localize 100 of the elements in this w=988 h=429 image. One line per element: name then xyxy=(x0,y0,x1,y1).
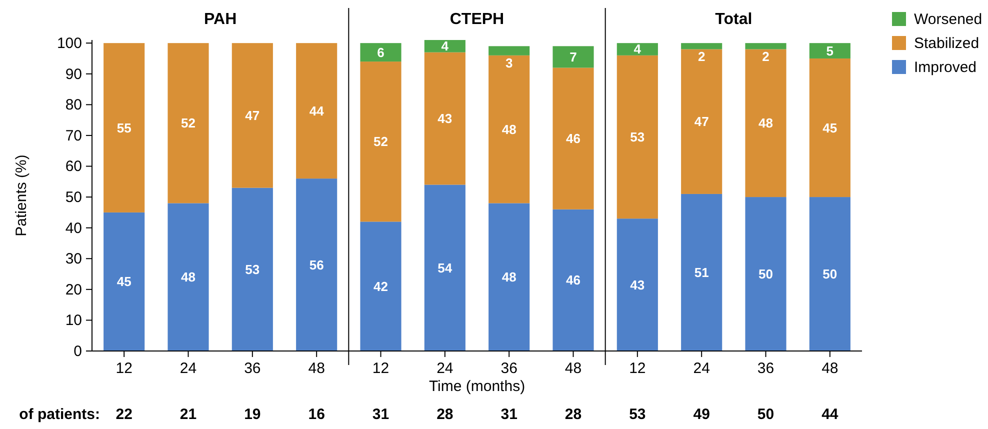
data-label: 47 xyxy=(245,108,260,123)
bar xyxy=(552,68,594,210)
x-tick-label: 48 xyxy=(308,360,325,377)
data-label: 45 xyxy=(116,274,132,290)
bar xyxy=(360,62,402,222)
y-tick-label: 40 xyxy=(65,220,82,237)
bar xyxy=(232,43,273,188)
text: 22 xyxy=(116,406,132,423)
bar xyxy=(424,52,466,185)
data-label: 48 xyxy=(502,270,516,285)
data-label: 51 xyxy=(694,264,709,280)
data-label: 5 xyxy=(826,43,834,58)
data-label: 4 xyxy=(441,38,450,54)
data-label: 46 xyxy=(566,272,580,288)
y-tick-label: 0 xyxy=(74,343,82,360)
bar xyxy=(616,43,658,56)
x-tick-label: 48 xyxy=(822,360,838,377)
data-label: 55 xyxy=(116,120,132,136)
text: 28 xyxy=(436,406,454,423)
data-label: 52 xyxy=(374,134,388,150)
data-label: 7 xyxy=(570,49,577,64)
data-label: 48 xyxy=(181,270,196,285)
data-label: 6 xyxy=(377,44,384,60)
data-label: 44 xyxy=(309,103,325,118)
bar xyxy=(745,197,786,351)
bar xyxy=(488,55,530,204)
bar xyxy=(616,55,658,219)
y-tick-label: 50 xyxy=(65,189,82,206)
data-label: 54 xyxy=(438,260,453,276)
data-label: 56 xyxy=(309,257,324,272)
bar xyxy=(424,40,466,52)
bar xyxy=(424,184,466,351)
bar xyxy=(168,43,209,204)
bar xyxy=(552,46,594,68)
y-tick-label: 70 xyxy=(65,127,82,144)
y-tick-label: 100 xyxy=(56,35,82,52)
data-label: 52 xyxy=(181,116,196,131)
data-label: 42 xyxy=(374,278,388,294)
bar xyxy=(104,212,145,351)
data-label: 50 xyxy=(822,266,838,282)
data-label: 45 xyxy=(822,120,838,136)
bar xyxy=(232,188,273,351)
text: 16 xyxy=(308,406,325,423)
data-label: 50 xyxy=(758,266,773,282)
legend-label: Stabilized xyxy=(914,35,980,52)
x-tick-label: 24 xyxy=(693,360,710,377)
text: 19 xyxy=(244,406,261,423)
x-tick-label: 12 xyxy=(372,360,390,377)
bar xyxy=(745,49,786,198)
data-label: 48 xyxy=(502,122,516,137)
y-axis-title: Patients (%) xyxy=(13,154,30,236)
bar xyxy=(616,218,658,351)
bar xyxy=(104,43,145,212)
x-tick-label: 36 xyxy=(757,360,774,377)
bar xyxy=(488,46,530,56)
bar xyxy=(168,203,209,351)
y-tick-label: 80 xyxy=(65,96,82,114)
data-label: 3 xyxy=(505,55,513,70)
data-label: 43 xyxy=(630,277,645,292)
text: Total xyxy=(715,11,752,28)
text: CTEPH xyxy=(450,11,504,28)
bar xyxy=(681,43,722,50)
x-tick-label: 48 xyxy=(564,360,582,377)
bar xyxy=(809,43,850,58)
x-axis-title: Time (months) xyxy=(428,378,526,395)
bar xyxy=(745,43,786,50)
x-tick-label: 24 xyxy=(436,360,454,377)
data-label: 53 xyxy=(630,129,645,144)
y-tick-label: 90 xyxy=(65,66,82,83)
text: 50 xyxy=(757,406,774,423)
x-tick-label: 12 xyxy=(116,360,132,377)
text: of patients: xyxy=(19,406,100,423)
bar xyxy=(552,209,594,351)
y-tick-label: 20 xyxy=(65,281,82,298)
data-label: 46 xyxy=(566,131,580,146)
text: 49 xyxy=(693,406,710,423)
data-label: 47 xyxy=(694,114,709,130)
bar xyxy=(809,58,850,198)
text: PAH xyxy=(204,11,237,28)
y-tick-label: 10 xyxy=(65,312,82,330)
bar xyxy=(681,194,722,351)
bar xyxy=(488,203,530,351)
data-label: 53 xyxy=(245,262,260,277)
bar xyxy=(681,49,722,194)
bar xyxy=(296,43,338,179)
text: 53 xyxy=(629,406,646,423)
x-tick-label: 24 xyxy=(180,360,197,377)
bar xyxy=(296,178,338,351)
data-label: 4 xyxy=(634,42,642,57)
legend-label: Worsened xyxy=(914,11,982,28)
x-tick-label: 12 xyxy=(629,360,646,377)
y-tick-label: 30 xyxy=(65,250,82,268)
text: 21 xyxy=(180,406,197,423)
bar xyxy=(360,222,402,351)
x-tick-label: 36 xyxy=(244,360,261,377)
bar xyxy=(360,43,402,62)
data-label: 2 xyxy=(762,49,770,64)
text: 28 xyxy=(564,406,582,423)
data-label: 43 xyxy=(438,111,452,126)
data-label: 48 xyxy=(758,116,773,131)
